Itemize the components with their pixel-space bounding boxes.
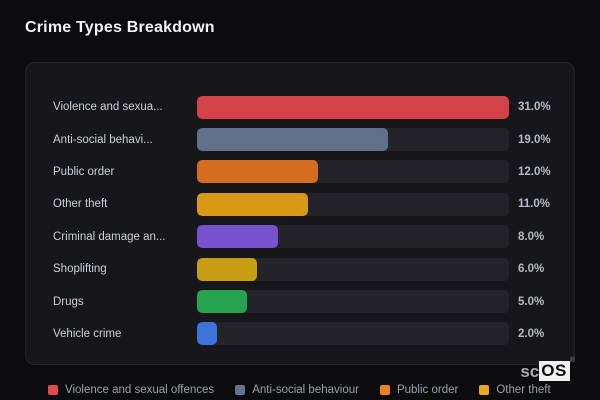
bar[interactable] (197, 95, 509, 119)
value-label: 31.0% (518, 101, 551, 114)
category-label: Shoplifting (53, 263, 107, 276)
category-label: Other theft (53, 198, 108, 211)
legend-swatch-icon (379, 385, 390, 395)
legend-item[interactable]: Public order (379, 384, 459, 396)
bar-track (197, 95, 509, 119)
bar-track (197, 192, 509, 216)
category-label: Violence and sexua... (53, 101, 163, 114)
value-label: 11.0% (518, 198, 550, 211)
value-label: 8.0% (518, 230, 545, 243)
chart-row: Shoplifting 6.0% (53, 253, 574, 285)
category-label: Vehicle crime (53, 327, 122, 340)
value-label: 19.0% (518, 133, 551, 146)
legend-label: Public order (396, 384, 459, 396)
bar-track (197, 290, 509, 314)
legend-swatch-icon (479, 385, 490, 395)
chart-row: Criminal damage an... 8.0% (53, 221, 574, 253)
bar-track (197, 322, 509, 346)
chart-row: Drugs 5.0% (53, 285, 574, 317)
category-label: Anti-social behavi... (53, 133, 153, 146)
bar[interactable] (197, 257, 258, 281)
chart-legend: Violence and sexual offences Anti-social… (48, 384, 551, 396)
chart-row: Other theft 11.0% (53, 188, 574, 220)
bar[interactable] (197, 160, 318, 184)
bar-track (197, 160, 509, 184)
legend-label: Other theft (496, 384, 551, 396)
chart-row: Anti-social behavi... 19.0% (53, 123, 574, 155)
bar[interactable] (197, 128, 389, 152)
bar-track (197, 225, 509, 249)
legend-item[interactable]: Anti-social behaviour (235, 384, 359, 396)
page-title: Crime Types Breakdown (25, 19, 215, 36)
legend-item[interactable]: Violence and sexual offences (48, 384, 214, 396)
legend-item[interactable]: Other theft (479, 384, 551, 396)
logo-box: OS (539, 361, 570, 381)
bar-track (197, 257, 509, 281)
category-label: Drugs (53, 295, 84, 308)
category-label: Criminal damage an... (53, 230, 166, 243)
legend-label: Violence and sexual offences (65, 384, 215, 396)
category-label: Public order (53, 165, 115, 178)
chart-row: Vehicle crime 2.0% (53, 318, 574, 350)
value-label: 12.0% (518, 165, 551, 178)
value-label: 2.0% (518, 327, 545, 340)
bar[interactable] (197, 290, 248, 314)
scos-logo: sc OS ® (520, 357, 575, 381)
chart-row: Violence and sexua... 31.0% (53, 91, 574, 123)
chart-row: Public order 12.0% (53, 156, 574, 188)
bar[interactable] (197, 192, 308, 216)
legend-label: Anti-social behaviour (252, 384, 359, 396)
bar-chart: Violence and sexua... 31.0% Anti-social … (26, 91, 574, 350)
value-label: 6.0% (518, 263, 545, 276)
registered-mark-icon: ® (569, 357, 575, 364)
bar[interactable] (197, 322, 218, 346)
legend-swatch-icon (235, 385, 246, 395)
legend-swatch-icon (48, 385, 58, 395)
bar-track (197, 128, 509, 152)
bar[interactable] (197, 225, 278, 249)
value-label: 5.0% (518, 295, 545, 308)
chart-panel: Violence and sexua... 31.0% Anti-social … (25, 62, 575, 365)
logo-prefix: sc (520, 362, 540, 381)
